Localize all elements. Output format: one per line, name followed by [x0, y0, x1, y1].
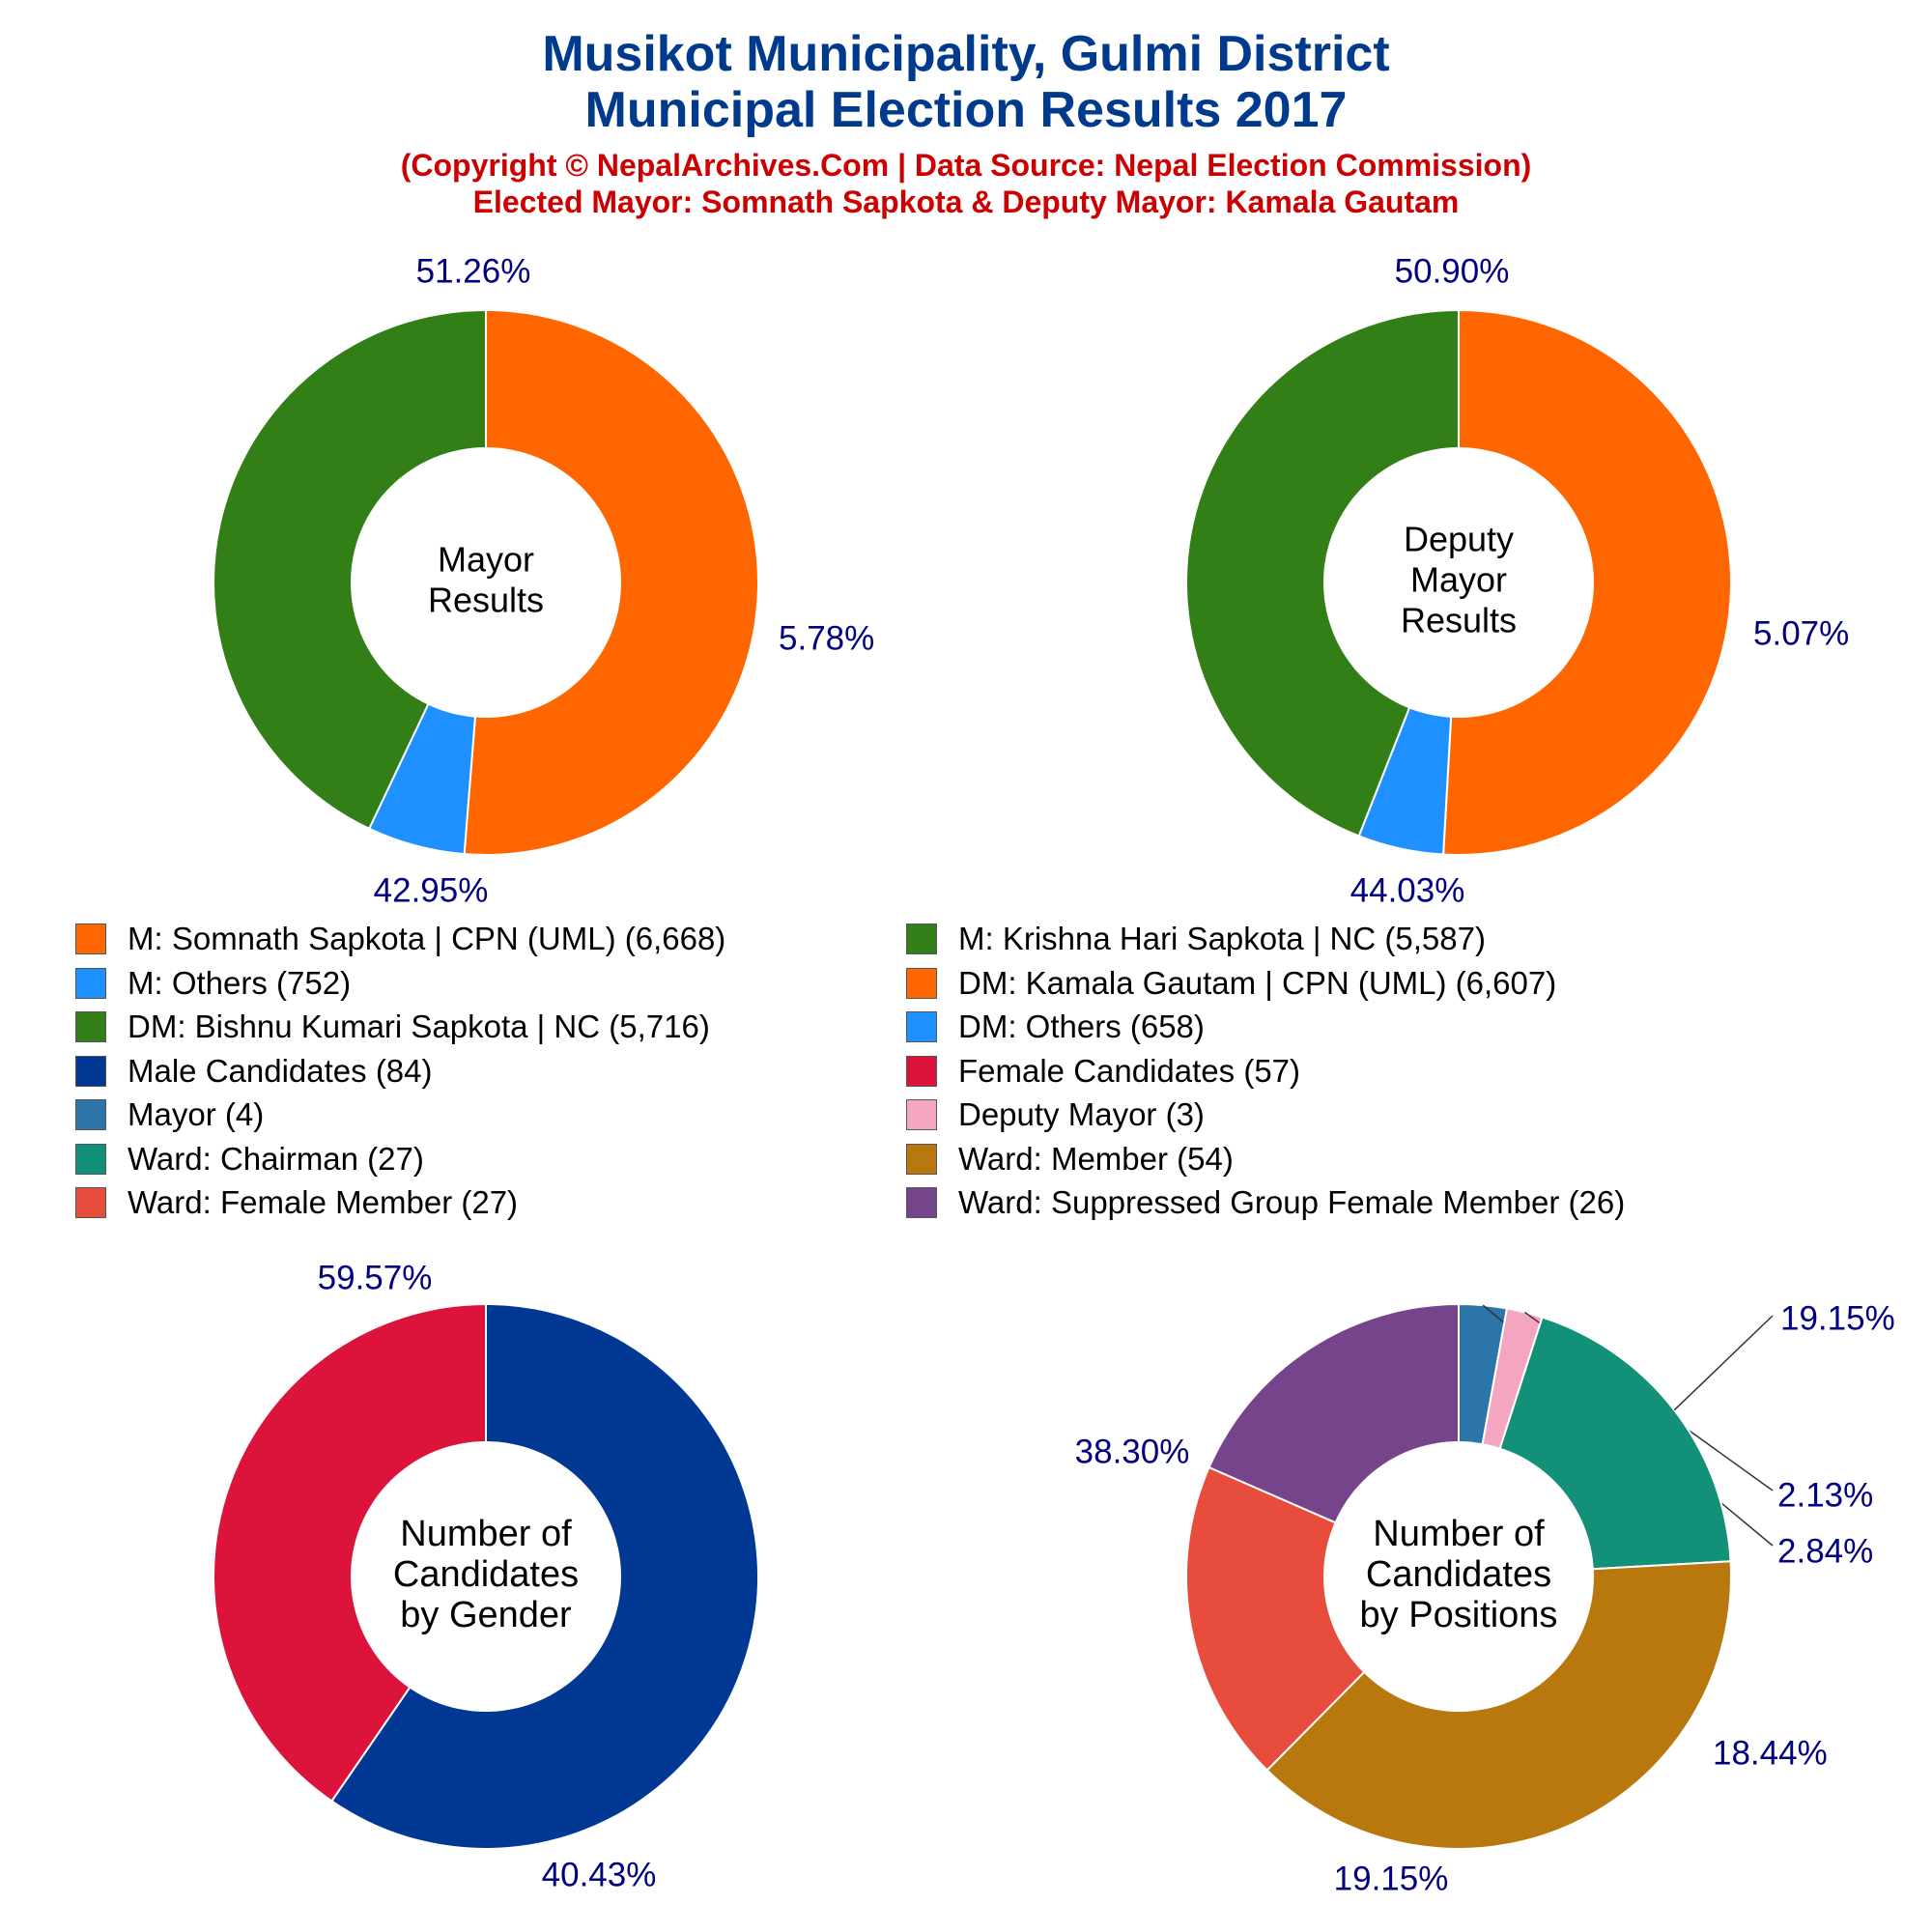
- pie-slice: [1185, 1465, 1461, 1772]
- center-label: Mayor: [1410, 560, 1507, 600]
- donut-hole: [1323, 447, 1594, 718]
- legend-item: DM: Others (658): [906, 1006, 1205, 1048]
- legend-label: DM: Kamala Gautam | CPN (UML) (6,607): [958, 964, 1557, 1001]
- legend-label: Deputy Mayor (3): [958, 1096, 1205, 1132]
- percent-label: 19.15%: [1334, 1860, 1449, 1897]
- pie-chart-4: 2.84% 2.13% 19.15% 38.30% 19.15% 18.44% Number…: [1075, 1299, 1895, 1897]
- percent-label: 18.44%: [1713, 1734, 1828, 1772]
- chart-title-line-1: Musikot Municipality, Gulmi District: [542, 26, 1390, 82]
- legend-swatch: [75, 1011, 106, 1042]
- percent-label: 19.15%: [1780, 1299, 1895, 1337]
- legend-label: M: Others (752): [128, 964, 352, 1001]
- leader-line: [1673, 1315, 1774, 1411]
- percent-label: 42.95%: [374, 871, 489, 909]
- percent-label: 38.30%: [1075, 1433, 1190, 1470]
- legend-item: DM: Bishnu Kumari Sapkota | NC (5,716): [75, 1006, 710, 1048]
- legend-swatch: [75, 923, 106, 954]
- legend-swatch: [75, 967, 106, 999]
- legend-item: Mayor (4): [75, 1094, 264, 1136]
- legend-swatch: [75, 1055, 106, 1087]
- chart-subtitle-copyright: (Copyright © NepalArchives.Com | Data So…: [400, 148, 1532, 183]
- legend-item: Ward: Female Member (27): [75, 1181, 518, 1224]
- center-label: Number of: [400, 1514, 572, 1554]
- legend-swatch: [906, 1143, 937, 1175]
- legend-swatch: [906, 923, 937, 954]
- legend-label: Female Candidates (57): [958, 1052, 1301, 1089]
- legend-label: Mayor (4): [128, 1096, 265, 1132]
- legend-label: Ward: Chairman (27): [128, 1140, 424, 1177]
- percent-label: 51.26%: [416, 252, 531, 290]
- legend-swatch: [906, 1055, 937, 1087]
- legend-label: Ward: Female Member (27): [128, 1184, 519, 1220]
- donut-hole: [351, 447, 621, 718]
- center-label: Deputy: [1404, 520, 1514, 559]
- legend-swatch: [906, 967, 937, 999]
- percent-label: 44.03%: [1350, 871, 1465, 909]
- donut-hole: [1323, 1441, 1594, 1712]
- donut-hole: [351, 1441, 621, 1712]
- legend-label: Male Candidates (84): [128, 1052, 433, 1089]
- legend-label: DM: Bishnu Kumari Sapkota | NC (5,716): [128, 1009, 710, 1044]
- legend-item: Ward: Suppressed Group Female Member (26…: [906, 1181, 1625, 1224]
- legend-swatch: [75, 1099, 106, 1130]
- center-label: Results: [428, 581, 544, 620]
- percent-label: 2.13%: [1777, 1476, 1873, 1514]
- legend-label: DM: Others (658): [958, 1009, 1205, 1044]
- pie-slice: [213, 1302, 487, 1803]
- center-label: Number of: [1373, 1514, 1545, 1554]
- legend-item: Deputy Mayor (3): [906, 1094, 1205, 1136]
- legend-swatch: [906, 1011, 937, 1042]
- center-label: by Positions: [1360, 1595, 1558, 1635]
- percent-label: 50.90%: [1395, 252, 1510, 290]
- legend-swatch: [906, 1187, 937, 1218]
- percent-label: 2.84%: [1777, 1532, 1873, 1570]
- legend-item: Male Candidates (84): [75, 1050, 433, 1093]
- legend-label: Ward: Suppressed Group Female Member (26…: [958, 1184, 1626, 1220]
- center-label: Candidates: [393, 1554, 579, 1595]
- center-label: by Gender: [400, 1595, 572, 1635]
- legend-item: M: Others (752): [75, 962, 351, 1005]
- legend-item: M: Krishna Hari Sapkota | NC (5,587): [906, 918, 1486, 960]
- center-label: Mayor: [438, 540, 534, 580]
- center-label: Candidates: [1366, 1554, 1551, 1595]
- legend-item: Female Candidates (57): [906, 1050, 1300, 1093]
- legend-swatch: [75, 1143, 106, 1175]
- legend-item: DM: Kamala Gautam | CPN (UML) (6,607): [906, 962, 1556, 1005]
- center-label: Results: [1401, 601, 1517, 640]
- legend-swatch: [906, 1099, 937, 1130]
- pie-slice: [1185, 308, 1460, 838]
- percent-label: 5.07%: [1753, 614, 1849, 652]
- percent-label: 5.78%: [779, 619, 874, 657]
- legend-swatch: [75, 1187, 106, 1218]
- chart-title-line-2: Municipal Election Results 2017: [584, 82, 1348, 138]
- legend-label: M: Somnath Sapkota | CPN (UML) (6,668): [128, 921, 726, 956]
- chart-subtitle-elected: Elected Mayor: Somnath Sapkota & Deputy …: [472, 185, 1460, 219]
- percent-label: 59.57%: [318, 1259, 433, 1296]
- legend-item: Ward: Chairman (27): [75, 1138, 424, 1180]
- percent-label: 40.43%: [542, 1856, 657, 1893]
- legend-label: M: Krishna Hari Sapkota | NC (5,587): [958, 921, 1486, 956]
- legend-label: Ward: Member (54): [958, 1140, 1234, 1177]
- legend-item: Ward: Member (54): [906, 1138, 1234, 1180]
- legend-item: M: Somnath Sapkota | CPN (UML) (6,668): [75, 918, 725, 960]
